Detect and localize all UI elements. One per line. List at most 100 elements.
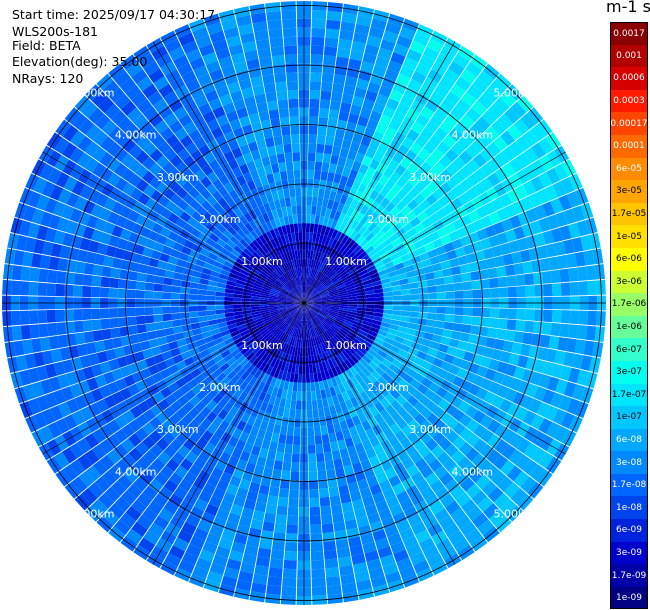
ray-gate — [499, 242, 512, 255]
ray-gate — [339, 102, 352, 113]
ray-gate — [347, 290, 357, 295]
ray-gate — [118, 278, 128, 289]
ray-gate — [318, 362, 325, 373]
ray-gate — [475, 474, 491, 490]
ray-gate — [438, 195, 451, 208]
ray-gate — [336, 253, 345, 263]
ray-gate — [312, 327, 318, 337]
colorbar-tick-label: 0.00017 — [610, 112, 648, 135]
ray-gate — [364, 207, 375, 219]
ray-gate — [369, 211, 379, 222]
ray-gate — [479, 147, 495, 163]
ray-gate — [271, 313, 280, 319]
ray-gate — [352, 462, 364, 474]
ray-gate — [452, 322, 463, 332]
ray-gate — [277, 303, 287, 306]
ray-gate — [260, 311, 270, 316]
ring-label: 3.00km — [409, 171, 451, 184]
ray-gate — [304, 285, 307, 295]
ray-gate — [305, 223, 311, 233]
ring-label: 4.00km — [451, 129, 493, 142]
ray-gate — [416, 211, 429, 223]
ray-gate — [343, 130, 355, 142]
ray-gate — [76, 249, 88, 263]
ray-gate — [397, 349, 409, 358]
ray-gate — [48, 256, 60, 271]
ray-gate — [270, 289, 280, 295]
ray-gate — [452, 156, 466, 171]
ray-gate — [149, 148, 164, 163]
ray-gate — [466, 173, 480, 188]
ray-gate — [544, 184, 559, 201]
ray-gate — [445, 162, 460, 176]
ray-gate — [344, 519, 358, 531]
ray-gate — [295, 258, 300, 269]
ray-gate — [183, 438, 196, 451]
ray-gate — [229, 211, 239, 222]
ray-gate — [256, 185, 266, 197]
ray-gate — [369, 189, 380, 201]
ray-gate — [208, 495, 223, 509]
ray-gate — [232, 428, 243, 440]
ray-gate — [391, 285, 401, 292]
ray-gate — [153, 291, 163, 300]
ray-gate — [156, 182, 169, 195]
ray-gate — [286, 524, 298, 534]
ray-gate — [396, 176, 408, 189]
ray-gate — [336, 266, 345, 275]
ray-gate — [432, 187, 445, 201]
ray-gate — [13, 340, 25, 356]
ray-gate — [262, 128, 273, 139]
ray-gate — [583, 250, 595, 266]
ray-gate — [213, 212, 225, 224]
ray-gate — [297, 373, 303, 383]
ray-gate — [374, 292, 384, 298]
ray-gate — [54, 137, 70, 155]
ray-gate — [277, 406, 285, 417]
ray-gate — [301, 303, 304, 312]
ray-gate — [373, 181, 385, 194]
ray-gate — [283, 215, 290, 226]
ray-gate — [212, 487, 226, 500]
ray-gate — [220, 329, 231, 337]
ray-gate — [397, 325, 408, 334]
ray-gate — [423, 141, 437, 155]
ray-gate — [59, 347, 71, 361]
ray-gate — [317, 261, 324, 271]
ray-gate — [178, 559, 195, 574]
ray-gate — [240, 370, 250, 381]
ray-gate — [455, 514, 472, 530]
ray-gate — [283, 36, 297, 47]
ray-gate — [506, 275, 517, 287]
ray-gate — [494, 255, 505, 268]
ray-gate — [468, 383, 481, 396]
ray-gate — [571, 353, 584, 369]
ray-gate — [188, 162, 202, 175]
ray-gate — [133, 114, 148, 129]
ray-gate — [406, 162, 420, 175]
ray-gate — [198, 283, 208, 291]
ray-gate — [163, 479, 178, 494]
ray-gate — [478, 269, 489, 280]
ray-gate — [366, 333, 377, 342]
ray-gate — [315, 270, 321, 280]
ray-gate — [61, 204, 75, 220]
ray-gate — [280, 274, 288, 283]
ray-gate — [246, 434, 257, 446]
ray-gate — [160, 386, 173, 399]
ray-gate — [454, 290, 464, 299]
ray-gate — [391, 358, 403, 369]
ray-gate — [313, 372, 319, 383]
ray-gate — [496, 232, 509, 245]
ray-gate — [119, 269, 130, 280]
ray-gate — [284, 45, 298, 56]
ray-gate — [433, 270, 444, 279]
ray-gate — [286, 72, 298, 82]
ray-gate — [319, 496, 331, 507]
ray-gate — [156, 155, 170, 169]
ray-gate — [487, 434, 502, 449]
ray-gate — [487, 267, 498, 279]
ray-gate — [459, 332, 470, 343]
ray-gate — [369, 435, 381, 448]
ray-gate — [165, 334, 177, 344]
